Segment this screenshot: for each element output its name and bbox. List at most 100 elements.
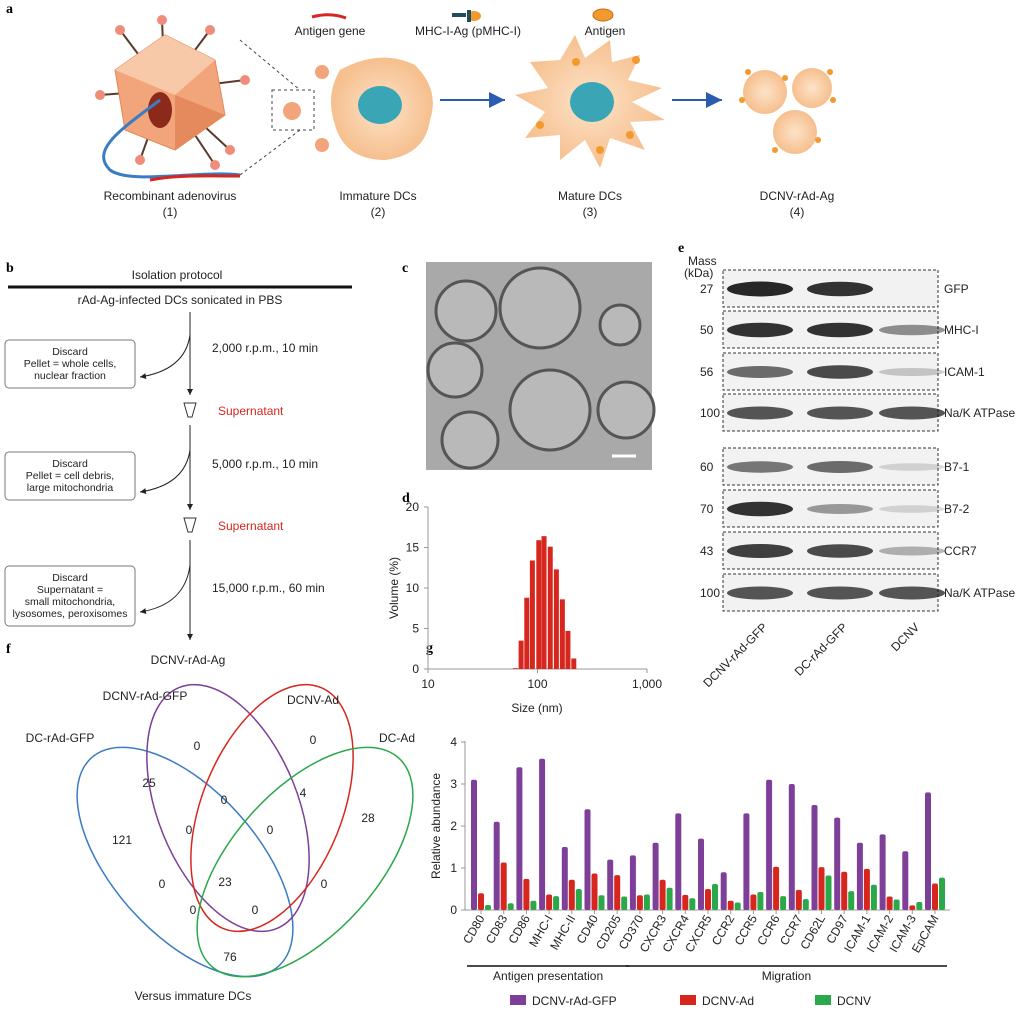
step-number: (4) [790, 205, 805, 219]
discard-text: Discard [52, 346, 88, 358]
g-bar [675, 813, 682, 910]
venn-count: 0 [221, 793, 228, 807]
g-bar [682, 894, 689, 910]
panel-c-micrograph [426, 262, 656, 470]
panel-g-chart: Relative abundance 01234CD80CD83CD86MHC-… [429, 735, 950, 1008]
panel-e-western-blot: Mass (kDa) 27 GFP 50 MHC-I 56 ICAM-1 100 Na/K A… [684, 254, 1015, 690]
group-label: Antigen presentation [493, 969, 603, 983]
small-virus-icons [283, 65, 329, 152]
g-bar [863, 868, 870, 910]
blot-band [879, 463, 945, 471]
blot-band [807, 365, 873, 379]
panel-label-c: c [402, 261, 408, 276]
blot-protein-label: ICAM-1 [944, 365, 985, 379]
blot-protein-label: GFP [944, 282, 969, 296]
discard-text: Discard [52, 458, 88, 470]
g-bar [575, 889, 582, 910]
supernatant-label: Supernatant [218, 519, 284, 533]
blot-band [807, 504, 873, 514]
d-bar [518, 640, 524, 669]
zoom-box [271, 89, 315, 131]
venn-count: 23 [218, 875, 232, 889]
protocol-title: Isolation protocol [132, 268, 223, 282]
g-ytick-label: 0 [450, 903, 457, 917]
venn-count: 76 [223, 950, 237, 964]
d-ytick-label: 5 [412, 622, 419, 636]
panel-label-a: a [6, 2, 13, 17]
protocol-end: DCNV-rAd-Ag [151, 653, 226, 667]
blot-mass: 27 [700, 282, 714, 296]
g-bar [780, 896, 787, 910]
d-bar [512, 668, 518, 669]
g-bar [516, 767, 523, 910]
discard-text: small mitochondria, [25, 596, 115, 608]
tube-icon [183, 517, 197, 533]
d-ytick-label: 15 [406, 541, 420, 555]
g-bar [750, 894, 757, 910]
g-bar [553, 896, 560, 910]
g-bar [698, 838, 704, 910]
blot-band [727, 501, 793, 517]
blot-mass: 56 [700, 365, 714, 379]
d-bar [536, 540, 542, 669]
g-bar [500, 862, 507, 910]
g-bar [712, 883, 718, 910]
g-bar [818, 867, 825, 910]
g-bar [727, 900, 734, 910]
blot-protein-label: CCR7 [944, 544, 977, 558]
g-bar [584, 809, 591, 910]
mature-dc-illustration [515, 35, 665, 168]
g-bar [795, 889, 802, 910]
venn-set-dc-rad-gfp [76, 746, 294, 978]
blot-band [879, 368, 945, 376]
g-bar [598, 895, 605, 910]
blot-mass: 50 [700, 323, 714, 337]
venn-set-dcnv-rad-gfp [146, 683, 310, 933]
blot-band [727, 544, 793, 558]
g-bar [766, 779, 773, 910]
legend-pmhc: MHC-I-Ag (pMHC-I) [415, 24, 521, 38]
blot-band [879, 406, 945, 420]
panel-label-g: g [426, 641, 433, 656]
g-bar [591, 873, 598, 910]
step-number: (2) [371, 205, 386, 219]
g-category-label: CD83 [483, 912, 511, 946]
g-bar [546, 894, 553, 910]
g-bar [507, 903, 514, 910]
g-bar [879, 834, 886, 910]
blot-band [879, 546, 945, 556]
protocol-start: rAd-Ag-infected DCs sonicated in PBS [78, 293, 283, 307]
spin-condition: 2,000 r.p.m., 10 min [212, 341, 318, 355]
venn-set-dcnv-ad [190, 683, 354, 933]
g-bar [561, 847, 568, 910]
blot-band [727, 461, 793, 473]
g-bar [485, 904, 491, 910]
g-bar [925, 792, 931, 910]
g-bar [825, 875, 832, 910]
blot-band [807, 281, 873, 297]
venn-set-dc-ad [196, 746, 414, 978]
venn-count: 0 [267, 823, 274, 837]
g-bar [788, 784, 795, 910]
discard-text: lysosomes, peroxisomes [13, 608, 128, 620]
blot-band [879, 586, 945, 600]
g-bar [848, 891, 855, 910]
antigen-gene-icon [311, 13, 347, 20]
blot-mass: 60 [700, 460, 714, 474]
panel-a: Antigen gene MHC-I-Ag (pMHC-I) Antigen R… [95, 8, 836, 219]
discard-text: nuclear fraction [34, 370, 106, 382]
g-bar [909, 905, 916, 910]
discard-box [4, 451, 136, 501]
blot-band [879, 505, 945, 513]
d-bar [565, 630, 571, 669]
blot-band [807, 586, 873, 600]
g-bar [471, 779, 477, 910]
g-bar [757, 891, 764, 910]
g-bar [773, 866, 780, 910]
g-bar [568, 879, 575, 910]
supernatant-label: Supernatant [218, 404, 284, 418]
legend-antigen-gene: Antigen gene [295, 24, 366, 38]
legend-swatch [815, 995, 831, 1005]
blot-band [727, 366, 793, 378]
g-bar [636, 895, 643, 910]
